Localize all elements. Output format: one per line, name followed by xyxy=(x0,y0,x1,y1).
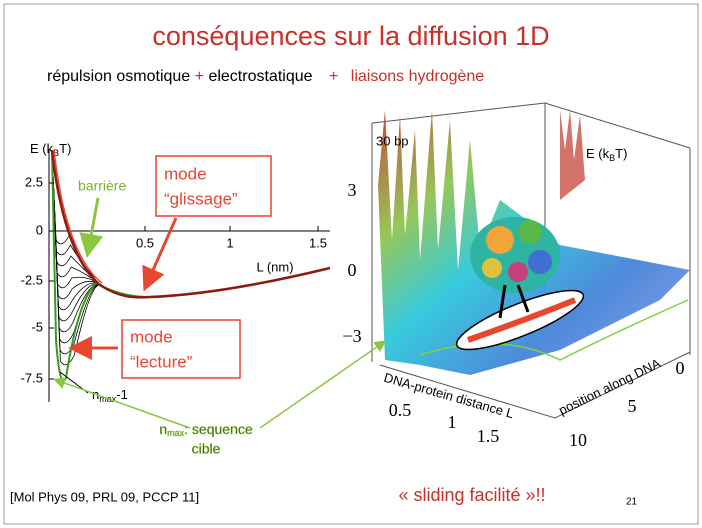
y-axis-label: E (kBT) xyxy=(30,141,71,158)
box-text: mode xyxy=(130,327,173,346)
x-axis-label: L (nm) xyxy=(256,259,293,274)
title: conséquences sur la diffusion 1D xyxy=(152,21,549,51)
y-tick-label: 5 xyxy=(628,396,637,416)
tagline: « sliding facilité »!! xyxy=(398,485,545,505)
reference: [Mol Phys 09, PRL 09, PCCP 11] xyxy=(10,489,199,504)
subtitle-part: répulsion osmotique xyxy=(47,68,190,85)
subtitle-part: liaisons hydrogène xyxy=(351,68,485,85)
plus: + xyxy=(329,68,338,85)
x-tick-label: 1 xyxy=(226,235,233,250)
y-axis-label: position along DNA xyxy=(556,355,663,417)
z-tick-label: −3 xyxy=(342,326,361,346)
x-tick-label: 1.5 xyxy=(309,235,327,250)
x-tick-label: 1 xyxy=(448,412,457,432)
z-tick-label: 3 xyxy=(348,180,357,200)
y-tick-label: -5 xyxy=(31,319,43,334)
x-tick-label: 1.5 xyxy=(477,426,500,446)
y-tick-label: -2.5 xyxy=(21,272,43,287)
y-tick-label: 0 xyxy=(36,222,43,237)
y-tick-label: 2.5 xyxy=(25,174,43,189)
nmax-label: nmax-1 xyxy=(92,387,128,404)
protein-blob xyxy=(470,217,560,293)
x-tick-label: 0.5 xyxy=(136,235,154,250)
sequence-arrow xyxy=(260,342,384,428)
y-tick-label: 0 xyxy=(676,358,685,378)
barrier-label: barrière xyxy=(78,178,126,194)
sequence-note: cible xyxy=(192,441,221,457)
energy-label: E (kBT) xyxy=(586,146,627,163)
subtitle: répulsion osmotique + electrostatique + … xyxy=(47,68,484,85)
plus: + xyxy=(195,68,204,85)
barrier-arrow xyxy=(88,198,98,252)
right-plot: 30 bp E (kBT) 3 0 −3 0.5 1 1.5 0 5 10 DN… xyxy=(342,103,690,450)
slide: conséquences sur la diffusion 1D répulsi… xyxy=(0,0,702,528)
page-number: 21 xyxy=(626,497,638,508)
x-tick-label: 0.5 xyxy=(389,400,412,420)
box-text: mode xyxy=(164,164,207,183)
box-text: “glissage” xyxy=(164,189,238,208)
bp-label: 30 bp xyxy=(376,133,409,148)
box-text: “lecture” xyxy=(130,352,193,371)
sequence-note: nmax: sequence xyxy=(159,421,253,439)
subtitle-part: electrostatique xyxy=(208,68,312,85)
surface-spikes xyxy=(560,110,585,200)
y-tick-label: 10 xyxy=(569,430,587,450)
left-plot: E (kBT) barrière mode “glissage” mode “l… xyxy=(30,141,330,404)
glissage-arrow xyxy=(146,218,176,286)
z-tick-label: 0 xyxy=(348,260,357,280)
y-tick-label: -7.5 xyxy=(21,370,43,385)
